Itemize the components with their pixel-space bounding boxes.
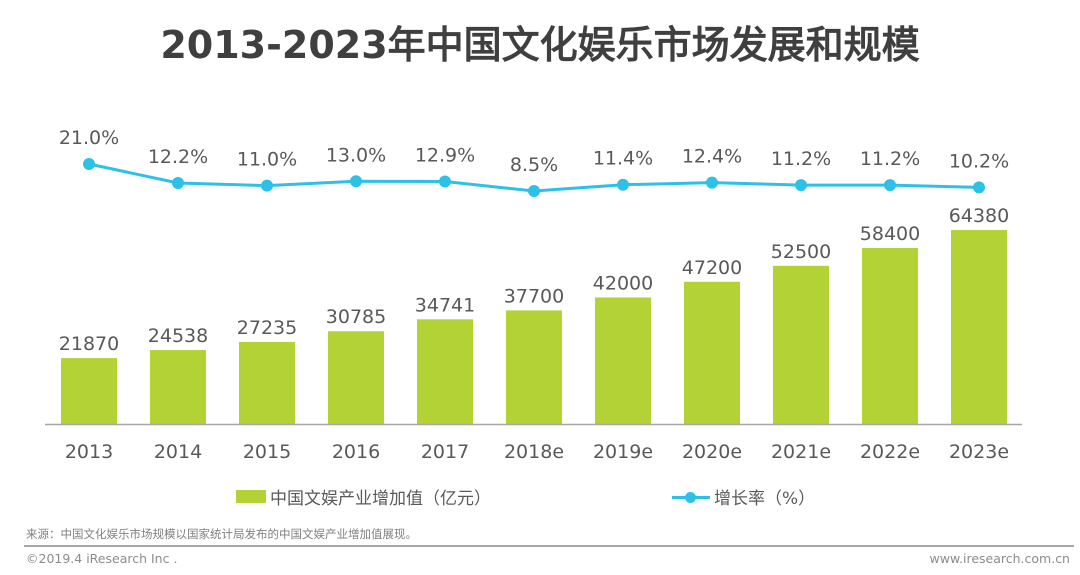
- x-tick-label: 2020e: [682, 441, 742, 463]
- growth-value-label: 11.2%: [771, 148, 831, 170]
- growth-point-2013: [83, 158, 95, 170]
- growth-value-label: 8.5%: [510, 154, 558, 176]
- growth-value-label: 10.2%: [949, 150, 1009, 172]
- growth-point-2015: [261, 179, 273, 192]
- legend-item-line: 增长率（%）: [672, 484, 815, 509]
- bar-2019e: [595, 297, 651, 424]
- bar-2013: [61, 358, 117, 424]
- growth-value-label: 12.9%: [415, 144, 475, 166]
- bar-value-label: 64380: [949, 205, 1009, 227]
- copyright: ©2019.4 iResearch Inc .: [26, 551, 178, 566]
- x-tick-label: 2019e: [593, 441, 653, 463]
- growth-value-label: 11.4%: [593, 148, 653, 170]
- bar-2017: [417, 319, 473, 424]
- growth-point-2019e: [617, 178, 629, 191]
- bar-2020e: [684, 281, 740, 424]
- x-tick-label: 2013: [65, 441, 113, 463]
- growth-value-label: 11.0%: [237, 149, 297, 171]
- x-tick-label: 2014: [154, 441, 202, 463]
- x-tick-label: 2018e: [504, 441, 564, 463]
- bar-2023e: [951, 230, 1007, 424]
- bar-2022e: [862, 248, 918, 424]
- x-tick-label: 2023e: [949, 441, 1009, 463]
- website-link[interactable]: www.iresearch.com.cn: [929, 551, 1071, 566]
- x-tick-label: 2022e: [860, 441, 920, 463]
- x-tick-label: 2015: [243, 441, 291, 463]
- bar-value-label: 34741: [415, 294, 475, 316]
- legend-bar-label: 中国文娱产业增加值（亿元）: [270, 489, 491, 509]
- growth-value-label: 21.0%: [59, 127, 119, 149]
- source-note: 来源：中国文化娱乐市场规模以国家统计局发布的中国文娱产业增加值展现。: [26, 527, 417, 541]
- growth-point-2017: [439, 175, 451, 188]
- footer-divider: [24, 545, 1074, 547]
- legend-line-swatch: [672, 491, 710, 503]
- growth-point-2018e: [528, 185, 540, 197]
- bar-2014: [150, 350, 206, 424]
- bar-value-label: 42000: [593, 272, 653, 294]
- bar-2018e: [506, 310, 562, 424]
- growth-point-2022e: [884, 179, 896, 192]
- bar-value-label: 47200: [682, 257, 742, 279]
- chart-title: 2013-2023年中国文化娱乐市场发展和规模: [160, 23, 920, 67]
- legend-line-label: 增长率（%）: [714, 489, 816, 509]
- growth-point-2020e: [706, 176, 718, 189]
- growth-value-label: 12.2%: [148, 146, 208, 168]
- bar-2021e: [773, 265, 829, 424]
- growth-point-2021e: [795, 179, 807, 192]
- x-tick-label: 2017: [421, 441, 469, 463]
- bar-value-label: 21870: [59, 333, 119, 355]
- growth-value-label: 12.4%: [682, 146, 742, 168]
- bar-value-label: 37700: [504, 285, 564, 307]
- combo-chart: 21870 2013 24538 2014 27235 2015 30785 2016 3474…: [45, 127, 1022, 463]
- bar-value-label: 27235: [237, 317, 297, 339]
- bar-value-label: 58400: [860, 223, 920, 245]
- x-tick-label: 2016: [332, 441, 380, 463]
- growth-point-2023e: [973, 181, 985, 194]
- legend: 中国文娱产业增加值（亿元） 增长率（%）: [0, 484, 1080, 510]
- bar-value-label: 30785: [326, 306, 386, 328]
- growth-point-2016: [350, 175, 362, 188]
- growth-point-2014: [172, 177, 184, 190]
- bar-value-label: 24538: [148, 325, 208, 347]
- bar-value-label: 52500: [771, 241, 831, 263]
- bar-2016: [328, 331, 384, 424]
- growth-value-label: 13.0%: [326, 144, 386, 166]
- legend-item-bar: 中国文娱产业增加值（亿元）: [236, 484, 491, 509]
- bar-2015: [239, 341, 295, 424]
- legend-bar-swatch: [236, 490, 266, 503]
- x-tick-label: 2021e: [771, 441, 831, 463]
- growth-value-label: 11.2%: [860, 148, 920, 170]
